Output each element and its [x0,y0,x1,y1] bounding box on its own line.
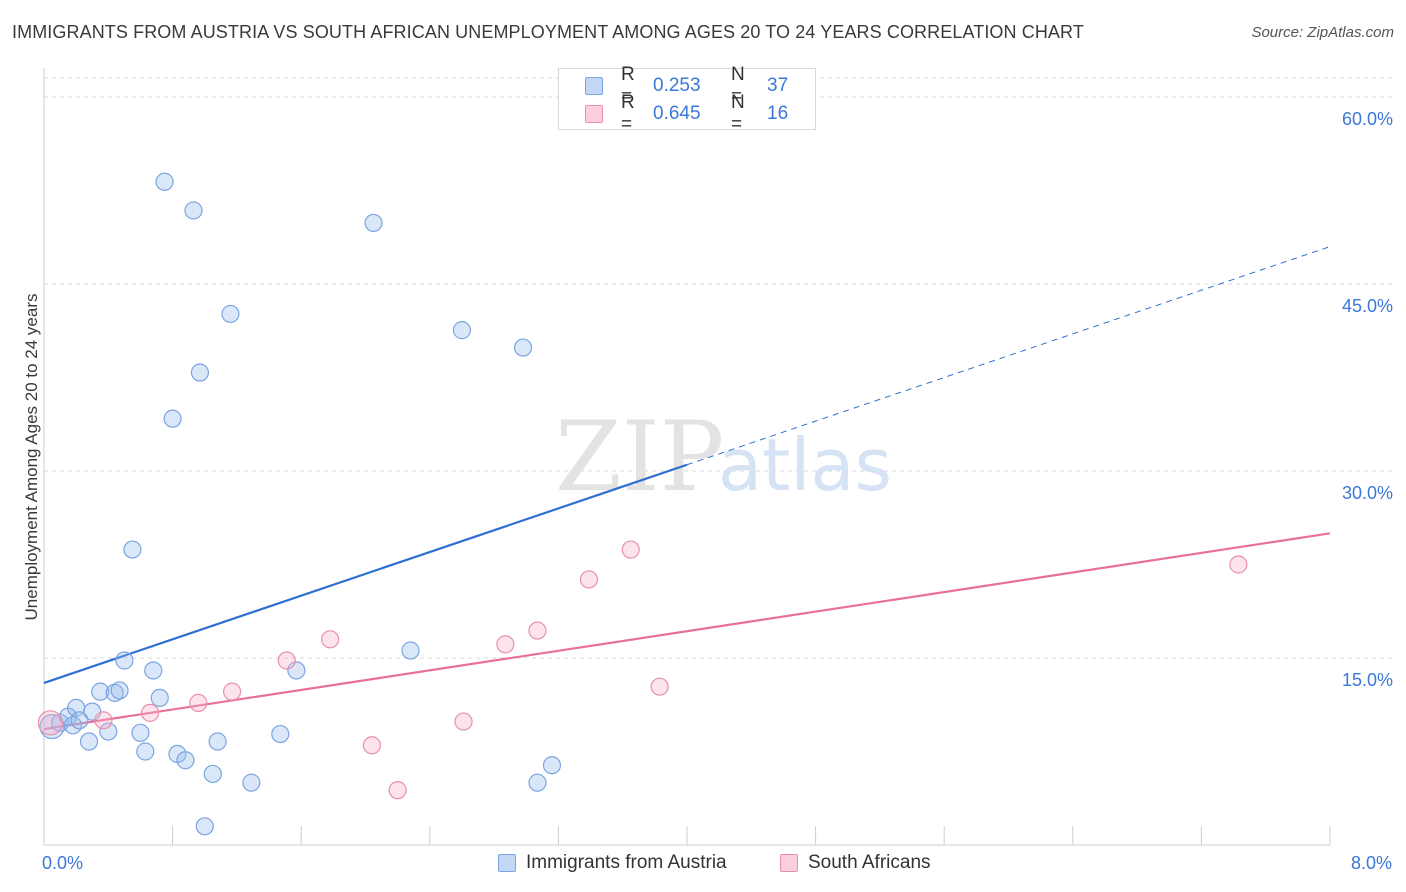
point-austria [203,764,222,784]
point-austria [131,723,150,742]
correlation-legend: R = 0.253 N = 37 R = 0.645 N = 16 [558,64,816,135]
axes [43,68,1331,846]
point-austria [115,651,134,670]
trendline-south-africans [43,532,1331,731]
point-south-africans [277,651,296,670]
y-tick-label: 30.0% [1342,483,1393,503]
source-label: Source: ZipAtlas.com [1251,24,1394,41]
point-austria [513,338,533,357]
point-austria [242,773,261,792]
trendline-austria-extension [686,246,1331,466]
legend-label-south-africans: South Africans [808,852,931,873]
point-austria [91,682,110,701]
point-south-africans [321,630,340,649]
point-austria [452,321,472,340]
legend-n-value: 37 [767,75,789,96]
data-points [37,172,1248,836]
legend-item-austria[interactable]: Immigrants from Austria [498,852,727,874]
trend-lines [43,246,1331,731]
tick-labels: 15.0% 30.0% 45.0% 60.0% 0.0% 8.0% [42,109,1393,873]
watermark: ZIP atlas [555,401,892,513]
legend-n-label: N = [731,92,745,135]
point-austria [364,213,383,233]
y-tick-label: 60.0% [1342,109,1393,129]
chart-title: IMMIGRANTS FROM AUSTRIA VS SOUTH AFRICAN… [12,22,1084,42]
point-south-africans [496,635,515,654]
point-south-africans [650,677,669,696]
point-south-africans [362,736,382,755]
legend-n-value: 16 [767,103,789,124]
point-austria [79,732,99,751]
y-tick-label: 45.0% [1342,296,1393,316]
point-austria [105,683,124,703]
point-south-africans [94,711,113,730]
point-south-africans [579,570,599,589]
x-tick-label: 0.0% [42,853,83,873]
point-austria [144,661,163,680]
legend-r-value: 0.645 [653,103,701,124]
point-south-africans [454,712,473,731]
point-austria [528,773,547,792]
legend-n-label: N = [731,64,745,107]
point-austria [184,201,203,220]
point-austria [155,172,174,191]
grid-lines [44,77,1395,659]
legend-swatch-austria [498,854,516,872]
point-austria [542,756,562,775]
point-south-africans [189,693,208,712]
point-austria [287,661,306,680]
point-south-africans [140,703,160,722]
y-tick-label: 15.0% [1342,670,1393,690]
point-austria [163,409,182,428]
legend-r-value: 0.253 [653,75,701,96]
trendline-austria [43,463,688,684]
point-austria [176,751,195,770]
x-tick-label: 8.0% [1351,853,1392,873]
point-austria [123,540,142,559]
point-austria [70,711,89,730]
point-austria [221,304,240,324]
point-austria [190,363,210,382]
legend-label-austria: Immigrants from Austria [526,852,727,873]
watermark-atlas: atlas [718,423,892,507]
watermark-zip: ZIP [555,401,724,513]
point-austria [136,742,155,761]
point-austria [208,732,227,751]
legend-swatch-south-africans [585,105,603,123]
legend-item-south-africans[interactable]: South Africans [780,852,931,874]
point-austria [110,681,129,700]
point-austria [150,688,169,707]
point-austria [271,724,290,744]
point-austria [401,641,420,660]
point-south-africans [37,710,64,736]
point-austria [195,817,214,836]
legend-swatch-austria [585,77,603,95]
point-south-africans [621,540,640,559]
point-south-africans [388,781,407,800]
legend-swatch-south-africans [780,854,798,872]
point-south-africans [1229,555,1248,574]
point-austria [99,722,118,741]
point-south-africans [222,682,242,701]
y-axis-label: Unemployment Among Ages 20 to 24 years [22,294,41,621]
series-legend: Immigrants from Austria South Africans [0,852,1406,878]
legend-r-label: R = [621,92,635,135]
point-south-africans [528,621,547,640]
legend-r-label: R = [621,64,635,107]
